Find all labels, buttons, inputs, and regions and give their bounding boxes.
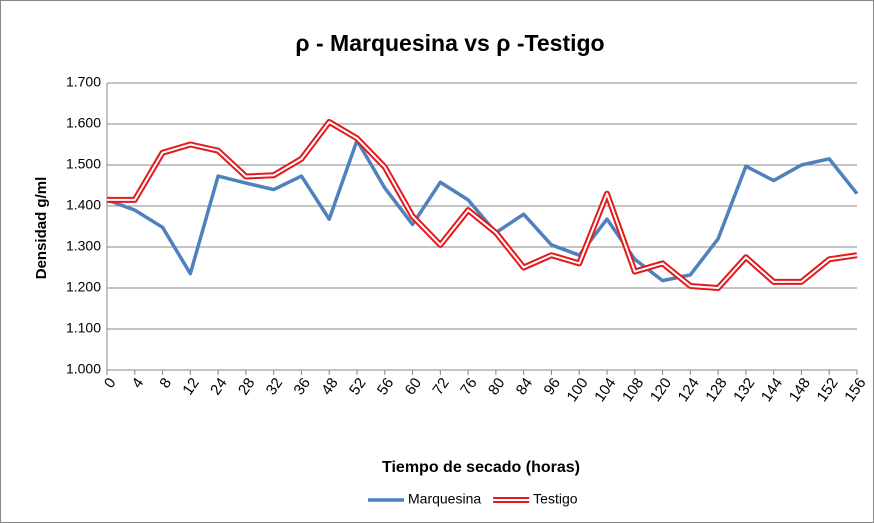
x-tick-label: 56 — [374, 375, 397, 398]
legend-label: Testigo — [533, 491, 578, 507]
series-line-inner — [107, 120, 858, 289]
y-tick-label: 1.200 — [66, 279, 101, 295]
x-tick-label: 84 — [513, 375, 536, 398]
x-tick-label: 80 — [485, 375, 508, 398]
chart-title: ρ - Marquesina vs ρ -Testigo — [295, 30, 604, 56]
x-tick-label: 72 — [429, 375, 452, 398]
x-tick-label: 48 — [318, 375, 341, 398]
x-tick-label: 12 — [179, 375, 202, 398]
y-tick-label: 1.100 — [66, 320, 101, 336]
legend-label: Marquesina — [408, 491, 481, 507]
y-tick-label: 1.700 — [66, 74, 101, 90]
x-tick-label: 96 — [540, 375, 563, 398]
y-axis-title: Densidad g/ml — [33, 177, 50, 280]
y-tick-label: 1.400 — [66, 197, 101, 213]
x-tick-label: 24 — [207, 375, 230, 398]
x-tick-label: 32 — [263, 375, 286, 398]
x-tick-label: 76 — [457, 375, 480, 398]
x-tick-label: 52 — [346, 375, 369, 398]
x-axis-title: Tiempo de secado (horas) — [382, 459, 580, 476]
x-tick-label: 60 — [402, 375, 425, 398]
y-tick-label: 1.000 — [66, 361, 101, 377]
y-tick-label: 1.600 — [66, 115, 101, 131]
x-tick-label: 28 — [235, 375, 258, 398]
y-tick-label: 1.500 — [66, 156, 101, 172]
series-line — [106, 138, 859, 283]
x-tick-label: 36 — [290, 375, 313, 398]
y-tick-label: 1.300 — [66, 238, 101, 254]
